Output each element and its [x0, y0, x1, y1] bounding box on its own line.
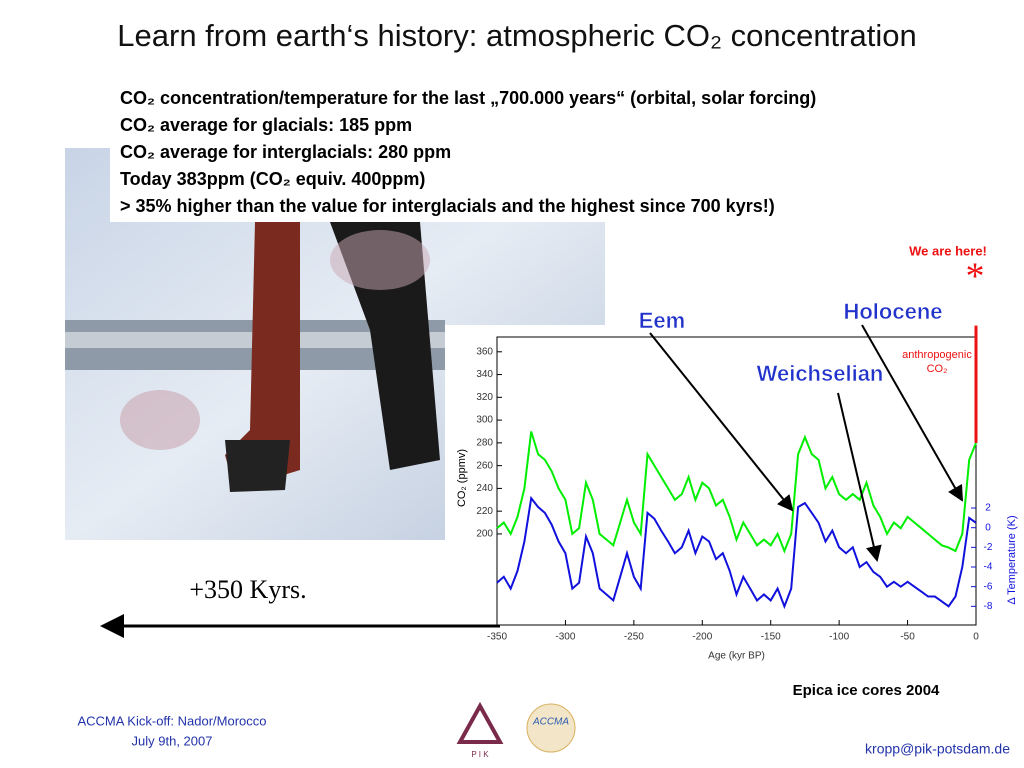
bullet-line: CO₂ average for interglacials: 280 ppm [120, 142, 451, 162]
annotation: We are here! [909, 243, 987, 258]
y2-tick-label: 2 [985, 503, 991, 514]
bullet-line: CO₂ average for glacials: 185 ppm [120, 115, 412, 135]
y-tick-label: 220 [476, 506, 493, 517]
y-tick-label: 260 [476, 460, 493, 471]
logo-text: ACCMA [532, 717, 569, 728]
y2-tick-label: -4 [984, 562, 993, 573]
annotation-arrow [837, 392, 882, 562]
annotation-arrow [861, 324, 963, 502]
y-tick-label: 300 [476, 415, 493, 426]
bullet-line: > 35% higher than the value for intergla… [120, 196, 775, 216]
accma-logo: ACCMA [526, 703, 576, 753]
y-tick-label: 340 [476, 369, 493, 380]
y-tick-label: 200 [476, 529, 493, 540]
y-tick-label: 360 [476, 346, 493, 357]
y2-tick-label: -2 [984, 542, 993, 553]
plot-frame [496, 336, 977, 626]
x-tick-label: -200 [692, 632, 712, 643]
footer-date: July 9th, 2007 [132, 733, 213, 748]
annotation: Eem [639, 308, 685, 333]
pik-logo: P I K [456, 701, 504, 759]
x-tick-label: -150 [761, 632, 781, 643]
data-line [496, 431, 977, 554]
annotation: CO₂ [927, 363, 948, 375]
x-tick-label: -50 [900, 632, 915, 643]
y2-tick-label: -6 [984, 581, 993, 592]
span-label: +350 Kyrs. [189, 575, 306, 604]
x-tick-label: 0 [973, 632, 979, 643]
data-line [496, 495, 977, 610]
annotation: anthropogenic [902, 349, 972, 361]
y-axis-label: CO₂ (ppmv) [456, 449, 468, 507]
bullet-line: Today 383ppm (CO₂ equiv. 400ppm) [120, 169, 425, 189]
slide-title: Learn from earth‘s history: atmospheric … [117, 18, 916, 53]
annotation-arrow [649, 332, 794, 512]
y-tick-label: 280 [476, 438, 493, 449]
x-tick-label: -300 [555, 632, 575, 643]
bullet-line: CO₂ concentration/temperature for the la… [120, 88, 816, 108]
x-tick-label: -250 [624, 632, 644, 643]
logo-text: P I K [471, 750, 489, 759]
footer-event: ACCMA Kick-off: Nador/Morocco [77, 713, 266, 728]
footer-email: kropp@pik-potsdam.de [865, 741, 1010, 757]
y-tick-label: 320 [476, 392, 493, 403]
bullet-box [110, 85, 1010, 222]
x-tick-label: -350 [487, 632, 507, 643]
chart-panel [445, 325, 990, 670]
annotation: Weichselian [757, 361, 884, 386]
annotation: * [966, 256, 985, 298]
annotation: Holocene [843, 299, 942, 324]
y2-axis-label: Δ Temperature (K) [1006, 515, 1018, 604]
x-axis-label: Age (kyr BP) [708, 651, 765, 662]
source: Epica ice cores 2004 [793, 682, 940, 699]
y2-tick-label: -8 [984, 601, 993, 612]
y2-tick-label: 0 [985, 522, 991, 533]
y-tick-label: 240 [476, 483, 493, 494]
x-tick-label: -100 [829, 632, 849, 643]
